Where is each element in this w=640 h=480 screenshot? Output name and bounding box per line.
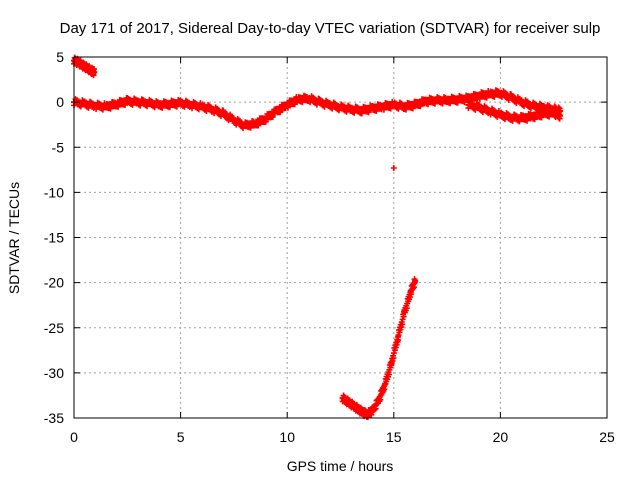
- data-point: [79, 62, 86, 69]
- data-point: [337, 104, 344, 111]
- x-tick-label: 20: [493, 429, 509, 445]
- data-point: [518, 115, 525, 122]
- data-point: [529, 102, 536, 109]
- data-point: [346, 399, 353, 406]
- data-point: [188, 101, 195, 108]
- data-point: [382, 380, 389, 387]
- y-tick-label: -15: [44, 230, 64, 246]
- data-point: [113, 100, 120, 107]
- x-tick-label: 5: [177, 429, 185, 445]
- data-point: [273, 108, 280, 115]
- data-point: [91, 69, 98, 76]
- data-point: [358, 107, 365, 114]
- data-point: [166, 100, 173, 107]
- data-point: [92, 102, 99, 109]
- data-point: [75, 59, 82, 66]
- y-tick-label: -20: [44, 275, 64, 291]
- data-point: [83, 64, 90, 71]
- data-point: [508, 114, 515, 121]
- data-point: [412, 277, 419, 284]
- data-point: [422, 98, 429, 105]
- data-point: [220, 110, 227, 117]
- data-point: [369, 105, 376, 112]
- x-axis: 0 5 10 15 20 25: [70, 57, 615, 445]
- data-point: [412, 101, 419, 108]
- data-point: [348, 106, 355, 113]
- y-tick-label: 5: [56, 49, 64, 65]
- data-point: [375, 396, 382, 403]
- data-point: [358, 408, 365, 415]
- data-point: [444, 97, 451, 104]
- data-point: [156, 101, 163, 108]
- data-point: [388, 359, 395, 366]
- data-point: [476, 104, 483, 111]
- data-point: [508, 94, 515, 101]
- data-point: [177, 100, 184, 107]
- data-point: [339, 395, 346, 402]
- data-point: [198, 103, 205, 110]
- y-tick-label: -25: [44, 320, 64, 336]
- data-point: [102, 103, 109, 110]
- data-point: [401, 309, 408, 316]
- data-point: [401, 103, 408, 110]
- y-tick-label: -5: [52, 139, 65, 155]
- data-point: [465, 101, 472, 108]
- chart-title: Day 171 of 2017, Sidereal Day-to-day VTE…: [60, 20, 601, 37]
- x-tick-label: 25: [599, 429, 615, 445]
- data-point: [252, 120, 259, 127]
- data-point: [465, 95, 472, 102]
- data-point: [390, 101, 397, 108]
- data-point: [454, 96, 461, 103]
- x-tick-label: 10: [279, 429, 295, 445]
- data-point: [395, 333, 402, 340]
- data-point: [486, 91, 493, 98]
- y-tick-label: -35: [44, 410, 64, 426]
- data-point: [518, 99, 525, 106]
- x-tick-label: 0: [70, 429, 78, 445]
- data-point: [497, 111, 504, 118]
- data-point: [476, 92, 483, 99]
- data-point: [497, 90, 504, 97]
- data-point: [81, 100, 88, 107]
- data-point: [316, 99, 323, 106]
- data-point: [145, 100, 152, 107]
- data-point: [124, 98, 131, 105]
- data-point: [407, 288, 414, 295]
- y-axis: 5 0 -5 -10 -15 -20 -25 -30 -35: [44, 49, 607, 426]
- data-point: [369, 407, 376, 414]
- data-point: [486, 108, 493, 115]
- data-point: [305, 95, 312, 102]
- data-point: [88, 67, 95, 74]
- data-point: [230, 117, 237, 124]
- data-point: [433, 97, 440, 104]
- data-point: [134, 99, 141, 106]
- data-point: [364, 411, 371, 418]
- y-tick-label: 0: [56, 94, 64, 110]
- data-point: [550, 109, 557, 116]
- data-point: [390, 165, 397, 172]
- y-axis-label: SDTVAR / TECUs: [6, 182, 22, 294]
- y-tick-label: -30: [44, 365, 64, 381]
- data-point: [262, 115, 269, 122]
- data-point: [294, 96, 301, 103]
- data-point: [529, 113, 536, 120]
- data-point: [540, 110, 547, 117]
- data-point: [557, 112, 564, 119]
- data-point: [209, 106, 216, 113]
- data-point: [380, 103, 387, 110]
- y-tick-label: -10: [44, 184, 64, 200]
- data-point: [352, 404, 359, 411]
- data-point: [241, 122, 248, 129]
- data-point: [326, 101, 333, 108]
- data-point: [284, 101, 291, 108]
- x-tick-label: 15: [386, 429, 402, 445]
- x-axis-label: GPS time / hours: [287, 458, 394, 474]
